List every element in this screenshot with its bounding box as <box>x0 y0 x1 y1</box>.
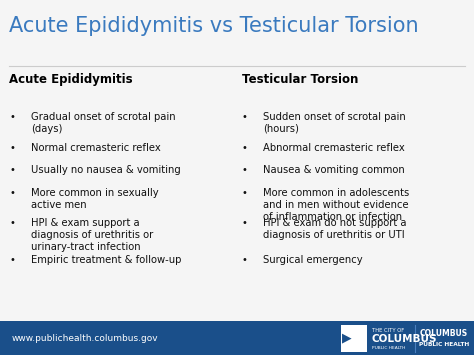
Text: •: • <box>242 112 247 122</box>
Text: Usually no nausea & vomiting: Usually no nausea & vomiting <box>31 165 181 175</box>
Text: •: • <box>242 255 247 265</box>
Text: HPI & exam support a
diagnosis of urethritis or
urinary-tract infection: HPI & exam support a diagnosis of urethr… <box>31 218 153 252</box>
Text: Acute Epididymitis: Acute Epididymitis <box>9 73 133 86</box>
Text: Acute Epididymitis vs Testicular Torsion: Acute Epididymitis vs Testicular Torsion <box>9 16 419 36</box>
Text: •: • <box>9 188 15 198</box>
Text: Gradual onset of scrotal pain
(days): Gradual onset of scrotal pain (days) <box>31 112 175 134</box>
Text: •: • <box>242 218 247 228</box>
Text: Sudden onset of scrotal pain
(hours): Sudden onset of scrotal pain (hours) <box>263 112 406 134</box>
Text: •: • <box>242 165 247 175</box>
Text: More common in adolescents
and in men without evidence
of inflammation or infect: More common in adolescents and in men wi… <box>263 188 410 222</box>
Text: Empiric treatment & follow-up: Empiric treatment & follow-up <box>31 255 181 265</box>
Text: Normal cremasteric reflex: Normal cremasteric reflex <box>31 143 161 153</box>
Text: COLUMBUS: COLUMBUS <box>371 334 437 344</box>
Text: •: • <box>9 112 15 122</box>
Bar <box>341 324 367 351</box>
Text: •: • <box>242 143 247 153</box>
Text: •: • <box>9 143 15 153</box>
Text: Surgical emergency: Surgical emergency <box>263 255 363 265</box>
Text: Nausea & vomiting common: Nausea & vomiting common <box>263 165 405 175</box>
Text: Testicular Torsion: Testicular Torsion <box>242 73 358 86</box>
Text: THE CITY OF: THE CITY OF <box>372 328 404 333</box>
Text: HPI & exam do not support a
diagnosis of urethritis or UTI: HPI & exam do not support a diagnosis of… <box>263 218 407 240</box>
Text: ▶: ▶ <box>342 332 352 345</box>
Text: •: • <box>242 188 247 198</box>
Text: www.publichealth.columbus.gov: www.publichealth.columbus.gov <box>12 334 158 343</box>
Text: •: • <box>9 255 15 265</box>
Text: More common in sexually
active men: More common in sexually active men <box>31 188 158 210</box>
Bar <box>0 321 474 355</box>
Text: •: • <box>9 165 15 175</box>
Text: •: • <box>9 218 15 228</box>
Text: PUBLIC HEALTH: PUBLIC HEALTH <box>419 342 470 348</box>
Text: Abnormal cremasteric reflex: Abnormal cremasteric reflex <box>263 143 405 153</box>
Text: PUBLIC HEALTH: PUBLIC HEALTH <box>372 345 405 350</box>
Text: COLUMBUS: COLUMBUS <box>419 329 468 338</box>
